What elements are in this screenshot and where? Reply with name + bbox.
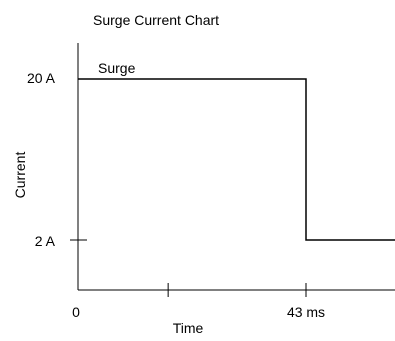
series-line-surge (78, 78, 395, 241)
y-tick-label-2a: 2 A (35, 233, 56, 249)
chart-marks (70, 78, 395, 297)
y-axis-label: Current (12, 152, 28, 199)
x-axis-label: Time (173, 320, 204, 336)
x-tick-label-43ms: 43 ms (287, 304, 325, 320)
series-label-surge: Surge (98, 60, 136, 76)
y-tick-label-20a: 20 A (27, 70, 56, 86)
x-tick-label-0: 0 (72, 304, 80, 320)
chart-title: Surge Current Chart (93, 12, 219, 28)
